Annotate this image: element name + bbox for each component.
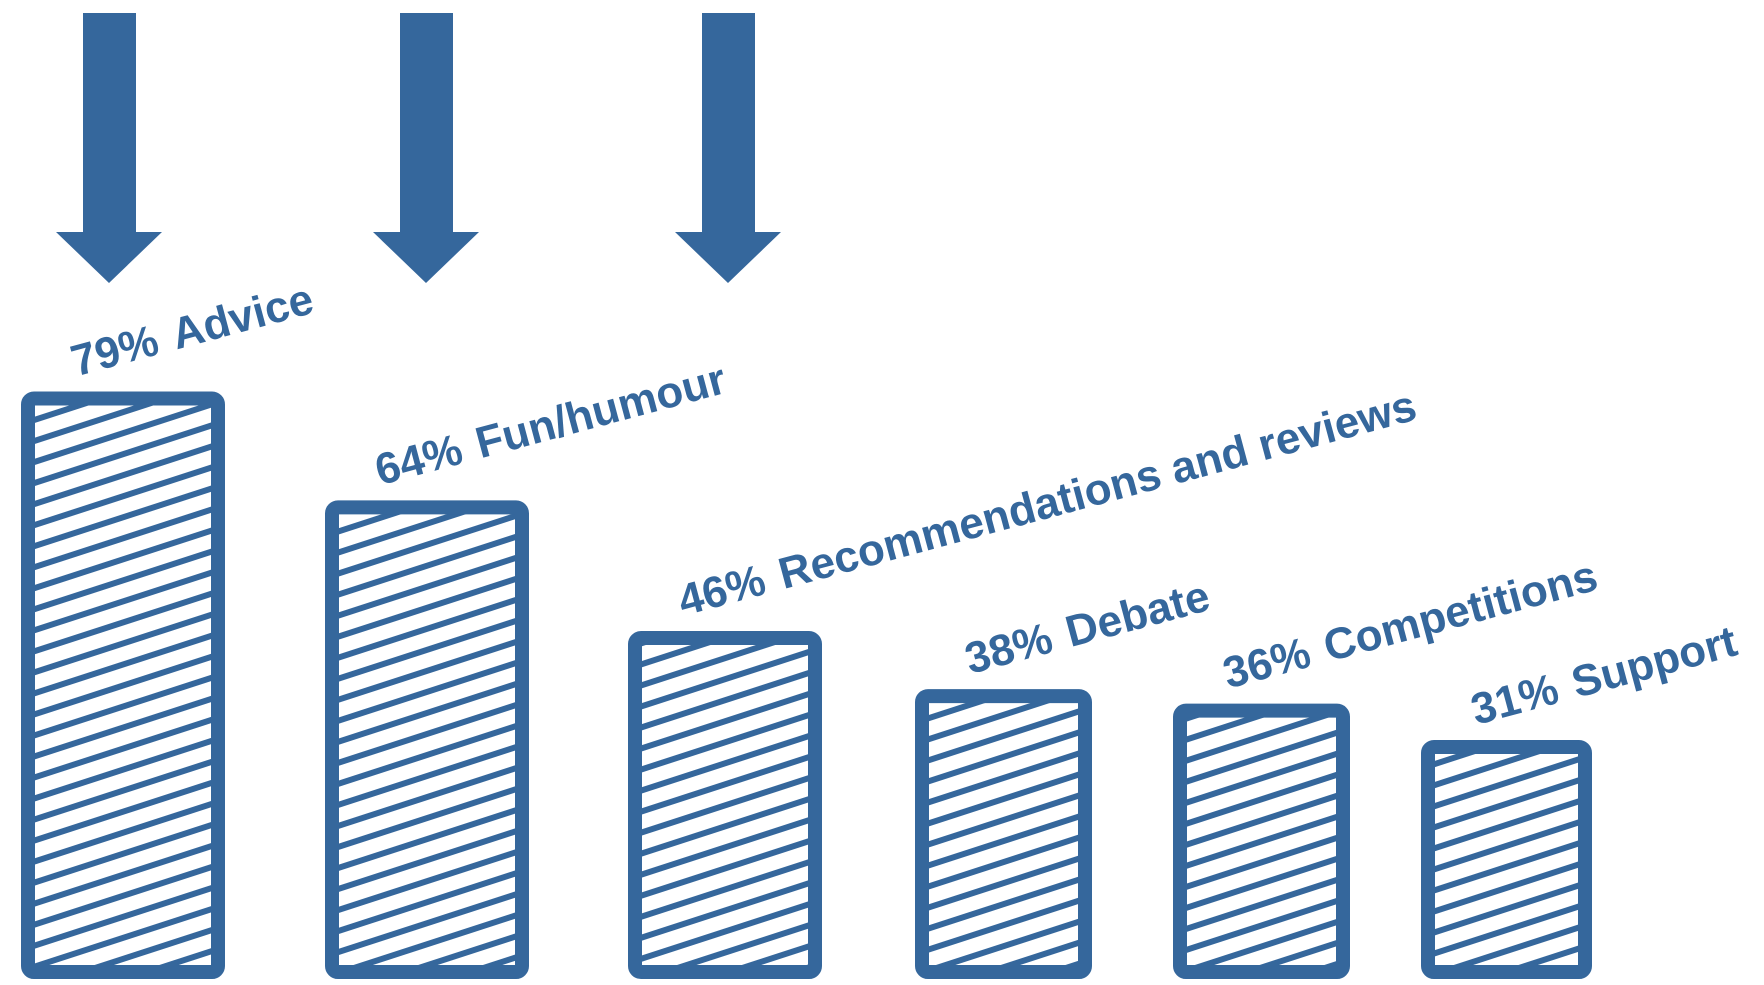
bar-label: 79%Advice [66,275,319,387]
bar [628,631,822,979]
bar [915,689,1092,979]
value-label: 64% [370,425,468,495]
category-label: Debate [1060,572,1214,657]
value-label: 38% [960,614,1058,684]
bar [21,391,225,979]
arrow [373,13,479,283]
bar [1421,739,1592,979]
category-label: Fun/humour [470,354,731,468]
category-label: Advice [166,275,318,360]
category-label: Support [1566,617,1742,708]
value-label: 36% [1218,628,1316,698]
category-label: Competitions [1318,551,1602,671]
bar [1173,703,1350,979]
arrow [56,13,162,283]
category-label: Recommendations and reviews [773,381,1421,599]
value-label: 31% [1466,664,1564,734]
highlight-arrows [56,13,781,283]
bar-label: 31%Support [1466,617,1742,735]
bar-label: 38%Debate [960,572,1215,684]
arrow [675,13,781,283]
bar [325,500,529,979]
value-label: 79% [66,316,164,386]
bar-label: 46%Recommendations and reviews [673,381,1422,626]
bars: 79%Advice64%Fun/humour46%Recommendations… [21,275,1742,979]
value-label: 46% [673,556,771,626]
bar-label: 64%Fun/humour [370,354,731,495]
